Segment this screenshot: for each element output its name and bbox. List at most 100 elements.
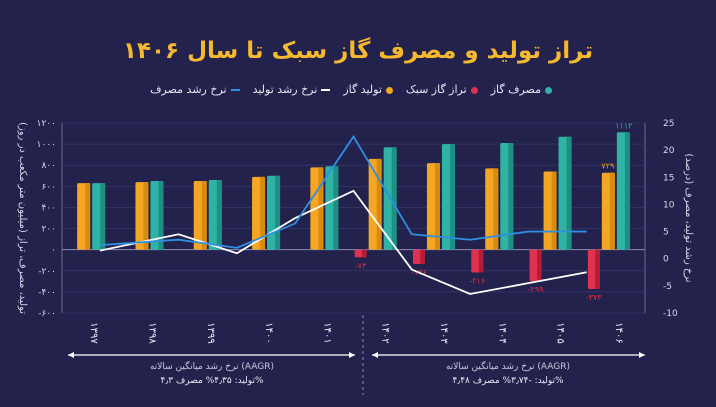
left-tick-label: ۰ — [51, 246, 56, 256]
right-tick-label: 5 — [663, 228, 669, 238]
legend-swatch-balance — [470, 86, 478, 94]
right-axis-title: نرخ رشد تولید، مصرف (درصد) — [683, 153, 694, 282]
consumption-data-label: ۱۱۱۲ — [615, 121, 632, 130]
x-tick-label: ۱۴۰۰ — [263, 322, 274, 343]
production-bar — [77, 183, 91, 250]
production-growth-line — [99, 189, 587, 295]
production-bar — [252, 176, 266, 250]
chart-legend: مصرف گاز تراز گاز سبک تولید گاز نرخ رشد تول… — [0, 83, 552, 96]
production-bar — [601, 172, 615, 250]
aagr-left-arrow-head-left — [68, 352, 74, 358]
consumption-bar — [150, 181, 164, 250]
aagr-right-arrow-head-left — [372, 352, 378, 358]
legend-swatch-prod_growth — [321, 89, 331, 91]
production-bar-side — [435, 163, 440, 250]
x-tick-label: ۱۳۹۸ — [146, 322, 157, 344]
left-tick-label: ۶۰۰ — [41, 182, 56, 192]
production-bar-side — [260, 176, 266, 250]
consumption-bar — [500, 143, 514, 250]
right-tick-label: 20 — [663, 146, 675, 156]
production-bar-side — [376, 158, 382, 250]
consumption-bar — [208, 180, 222, 250]
production-bar — [485, 168, 499, 250]
production-bar — [543, 171, 557, 250]
legend-item-balance: تراز گاز سبک — [406, 83, 478, 96]
legend-item-cons_growth: نرخ رشد مصرف — [150, 83, 240, 96]
aagr-right-arrow-head-right — [639, 352, 645, 358]
consumption-bar-side — [450, 144, 455, 250]
consumption-bar-side — [216, 180, 222, 250]
left-axis-title: تولید، مصرف، تراز (میلیون متر مکعب در رو… — [17, 122, 28, 314]
x-tick-label: ۱۴۰۴ — [496, 322, 507, 343]
x-tick-label: ۱۴۰۶ — [613, 322, 624, 343]
legend-label-production: تولید گاز — [343, 83, 382, 96]
consumption-bar-side — [158, 181, 164, 250]
x-tick-label: ۱۴۰۲ — [380, 322, 391, 343]
legend-swatch-consumption — [545, 86, 552, 94]
production-bar-side — [85, 183, 91, 250]
right-tick-label: -10 — [663, 309, 678, 319]
legend-item-production: تولید گاز — [343, 83, 393, 96]
consumption-bar-side — [333, 166, 339, 250]
consumption-bar-side — [624, 132, 630, 250]
legend-label-balance: تراز گاز سبک — [405, 83, 467, 96]
production-bar-side — [201, 181, 207, 250]
consumption-bar-side — [391, 147, 397, 250]
x-tick-label: ۱۴۰۳ — [438, 322, 449, 344]
balance-bar — [354, 249, 367, 258]
aagr-right-values: تولید: -۳٫۷۴% مصرف ۴٫۴۸% — [452, 376, 564, 386]
balance-bar — [412, 249, 425, 265]
balance-bar — [529, 249, 542, 282]
right-tick-label: 0 — [663, 255, 669, 265]
left-tick-label: -۶۰۰ — [38, 309, 56, 319]
production-bar-side — [609, 172, 615, 250]
legend-label-cons_growth: نرخ رشد مصرف — [150, 83, 227, 96]
right-tick-label: 10 — [663, 200, 675, 210]
x-tick-label: ۱۴۰۵ — [555, 322, 566, 343]
balance-bar-side — [362, 249, 367, 258]
legend-swatch-cons_growth — [230, 89, 240, 91]
production-bar-side — [551, 171, 557, 250]
legend-item-consumption: مصرف گاز — [491, 83, 552, 96]
chart-title: تراز تولید و مصرف گاز سبک تا سال ۱۴۰۶ — [122, 38, 594, 64]
right-tick-label: -5 — [663, 282, 672, 292]
left-tick-label: ۴۰۰ — [41, 203, 56, 213]
legend-swatch-production — [385, 86, 393, 94]
consumption-bar-side — [275, 175, 281, 250]
right-tick-label: 15 — [663, 173, 674, 183]
production-data-label: ۷۲۹ — [601, 162, 614, 171]
consumption-bar — [267, 175, 281, 250]
consumption-bar — [558, 136, 572, 250]
x-tick-label: ۱۴۰۱ — [321, 322, 332, 343]
consumption-bar — [441, 144, 455, 250]
consumption-bar-side — [508, 143, 514, 250]
production-bar — [368, 158, 382, 250]
balance-bar-side — [595, 249, 600, 290]
x-tick-label: ۱۳۹۹ — [205, 322, 216, 343]
balance-data-label: -۷۳ — [355, 261, 367, 270]
consumption-bar — [616, 132, 630, 250]
production-bar — [135, 182, 149, 250]
balance-data-label: -۲۹۹ — [528, 285, 544, 294]
consumption-bar — [92, 183, 106, 250]
production-bar-side — [493, 168, 499, 250]
balance-data-label: -۲۱۶ — [469, 276, 485, 285]
production-bar — [193, 181, 207, 250]
balance-bar-side — [536, 249, 542, 282]
balance-data-label: -۳۷۳ — [586, 293, 602, 302]
left-tick-label: ۱۰۰۰ — [37, 140, 56, 150]
production-bar — [426, 163, 440, 250]
aagr-left-heading: نرخ رشد میانگین سالانه (AAGR) — [150, 360, 274, 372]
consumption-growth-line — [99, 134, 587, 249]
production-bar-side — [318, 167, 324, 250]
legend-item-prod_growth: نرخ رشد تولید — [253, 83, 331, 96]
x-tick-label: ۱۳۹۷ — [88, 322, 99, 344]
aagr-right-heading: نرخ رشد میانگین سالانه (AAGR) — [446, 360, 570, 372]
left-tick-label: ۸۰۰ — [41, 161, 56, 171]
balance-bar — [587, 249, 600, 290]
left-tick-label: -۲۰۰ — [38, 267, 56, 277]
consumption-bar-side — [566, 136, 572, 250]
legend-label-prod_growth: نرخ رشد تولید — [252, 83, 318, 96]
